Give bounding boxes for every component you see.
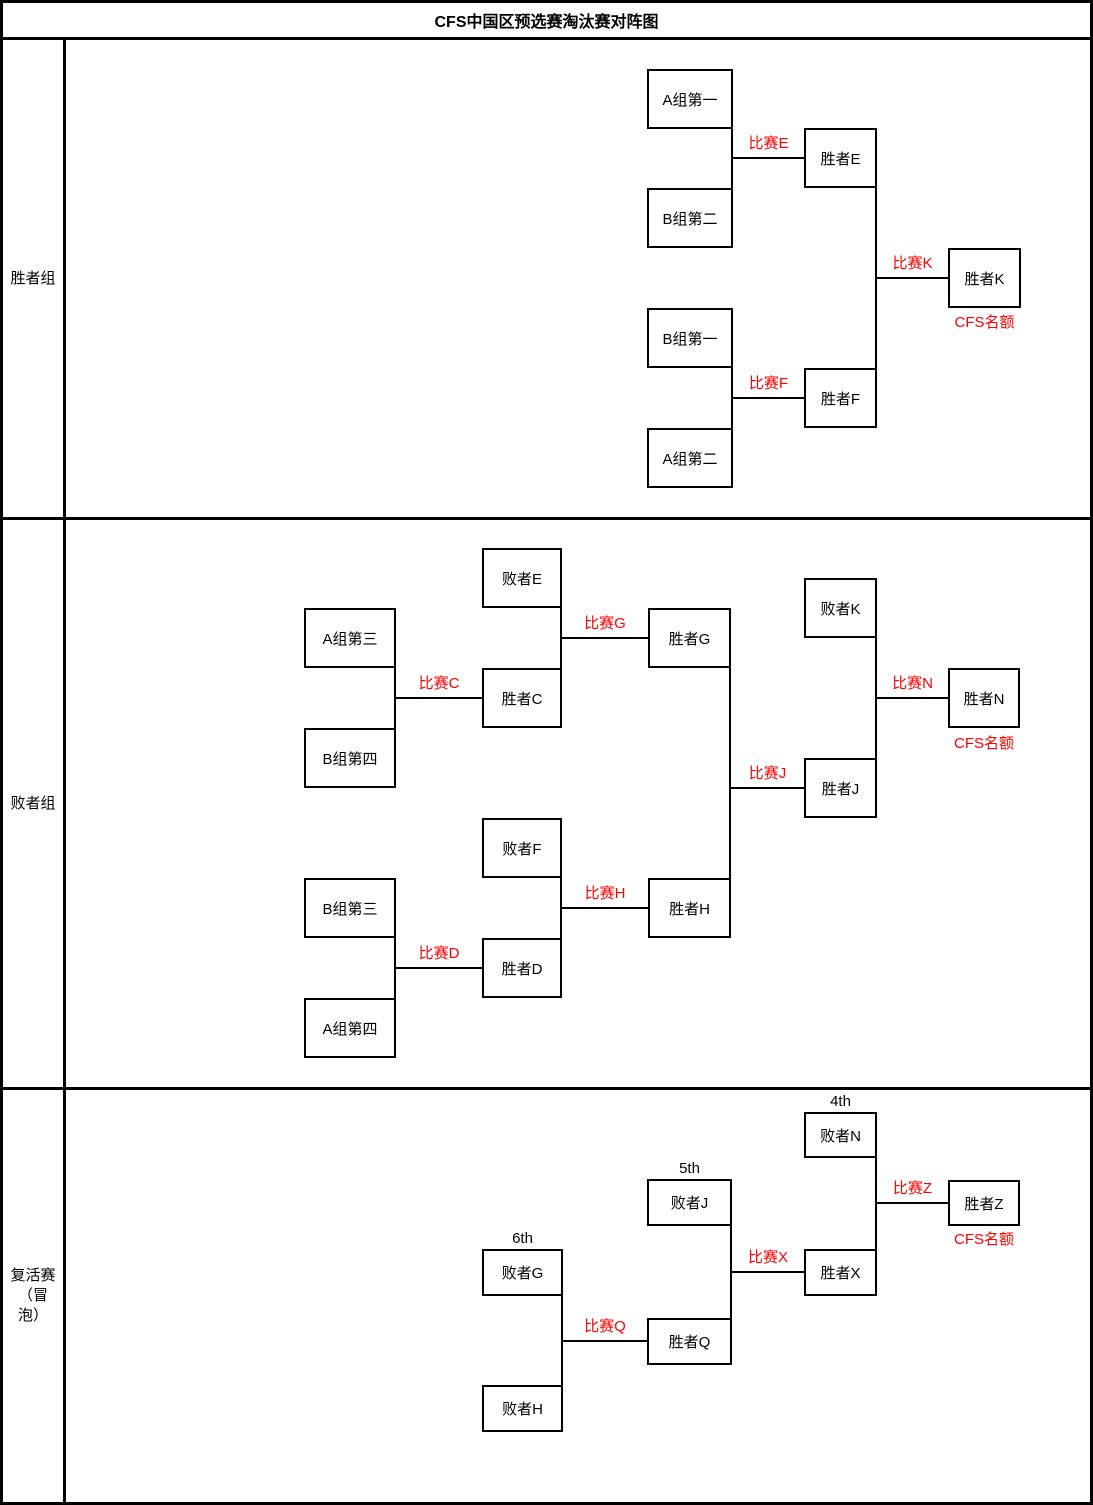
- connector-g-vertical: [560, 608, 562, 668]
- match-label-x: 比赛X: [747, 1249, 788, 1266]
- node-winner-e: 胜者E: [804, 128, 877, 188]
- connector-g-horizontal: [562, 637, 648, 639]
- match-label-q: 比赛Q: [584, 1318, 626, 1335]
- node-winner-k: 胜者K: [948, 248, 1021, 308]
- match-label-d: 比赛D: [418, 945, 460, 962]
- match-label-c: 比赛C: [418, 675, 460, 692]
- seed-label-5th: 5th: [679, 1160, 700, 1177]
- connector-j-horizontal: [731, 787, 804, 789]
- match-label-e: 比赛E: [748, 135, 789, 152]
- connector-x-horizontal: [732, 1271, 804, 1273]
- title-separator: [3, 37, 1090, 40]
- node-loser-f: 败者F: [482, 818, 562, 878]
- page-title: CFS中国区预选赛淘汰赛对阵图: [434, 14, 659, 31]
- node-loser-g: 败者G: [482, 1249, 563, 1296]
- connector-k-horizontal: [877, 277, 948, 279]
- node-a-group-first: A组第一: [647, 69, 733, 129]
- connector-h-vertical: [560, 878, 562, 938]
- seed-label-4th: 4th: [830, 1093, 851, 1110]
- connector-e-horizontal: [733, 157, 804, 159]
- match-label-g: 比赛G: [584, 615, 626, 632]
- node-loser-h: 败者H: [482, 1385, 563, 1432]
- connector-c-horizontal: [396, 697, 482, 699]
- node-a-group-fourth: A组第四: [304, 998, 396, 1058]
- seed-label-6th: 6th: [512, 1230, 533, 1247]
- connector-q-vertical: [561, 1296, 563, 1385]
- connector-n-horizontal: [877, 697, 948, 699]
- connector-z-vertical: [875, 1158, 877, 1249]
- section-label-revival: 复活赛 （冒 泡）: [10, 1267, 56, 1324]
- connector-d-horizontal: [396, 967, 482, 969]
- row-separator-winners-losers: [3, 517, 1090, 520]
- node-b-group-second: B组第二: [647, 188, 733, 248]
- match-label-h: 比赛H: [584, 885, 626, 902]
- section-label-losers: 败者组: [10, 794, 56, 812]
- node-loser-n: 败者N: [804, 1112, 877, 1158]
- connector-z-horizontal: [877, 1202, 948, 1204]
- connector-h-horizontal: [562, 907, 648, 909]
- node-a-group-second: A组第二: [647, 428, 733, 488]
- node-loser-k: 败者K: [804, 578, 877, 638]
- connector-e-vertical: [731, 129, 733, 189]
- node-b-group-third: B组第三: [304, 878, 396, 938]
- match-label-k: 比赛K: [892, 255, 933, 272]
- match-label-f: 比赛F: [748, 375, 789, 392]
- node-winner-q: 胜者Q: [647, 1318, 732, 1365]
- connector-n-vertical: [875, 638, 877, 758]
- label-column-line: [63, 40, 66, 1502]
- match-label-n: 比赛N: [892, 675, 933, 692]
- node-winner-n: 胜者N: [948, 668, 1020, 728]
- match-label-z: 比赛Z: [892, 1180, 933, 1197]
- node-loser-e: 败者E: [482, 548, 562, 608]
- cfs-slot-note-n: CFS名额: [953, 735, 1014, 752]
- node-winner-f: 胜者F: [804, 368, 877, 428]
- node-loser-j: 败者J: [647, 1179, 732, 1226]
- node-winner-c: 胜者C: [482, 668, 562, 728]
- node-winner-j: 胜者J: [804, 758, 877, 818]
- cfs-slot-note-z: CFS名额: [953, 1231, 1014, 1248]
- node-b-group-fourth: B组第四: [304, 728, 396, 788]
- connector-f-vertical: [731, 368, 733, 428]
- connector-d-vertical: [394, 938, 396, 998]
- cfs-slot-note-k: CFS名额: [954, 314, 1015, 331]
- node-winner-h: 胜者H: [648, 878, 731, 938]
- connector-c-vertical: [394, 668, 396, 728]
- node-winner-d: 胜者D: [482, 938, 562, 998]
- row-separator-losers-revival: [3, 1087, 1090, 1090]
- connector-k-vertical: [875, 188, 877, 368]
- connector-f-horizontal: [733, 397, 804, 399]
- match-label-j: 比赛J: [748, 765, 787, 782]
- connector-j-vertical: [729, 668, 731, 878]
- connector-x-vertical: [730, 1226, 732, 1318]
- node-a-group-third: A组第三: [304, 608, 396, 668]
- node-winner-g: 胜者G: [648, 608, 731, 668]
- node-winner-x: 胜者X: [804, 1249, 877, 1296]
- node-b-group-first: B组第一: [647, 308, 733, 368]
- connector-q-horizontal: [563, 1340, 647, 1342]
- section-label-winners: 胜者组: [10, 269, 56, 287]
- node-winner-z: 胜者Z: [948, 1180, 1020, 1226]
